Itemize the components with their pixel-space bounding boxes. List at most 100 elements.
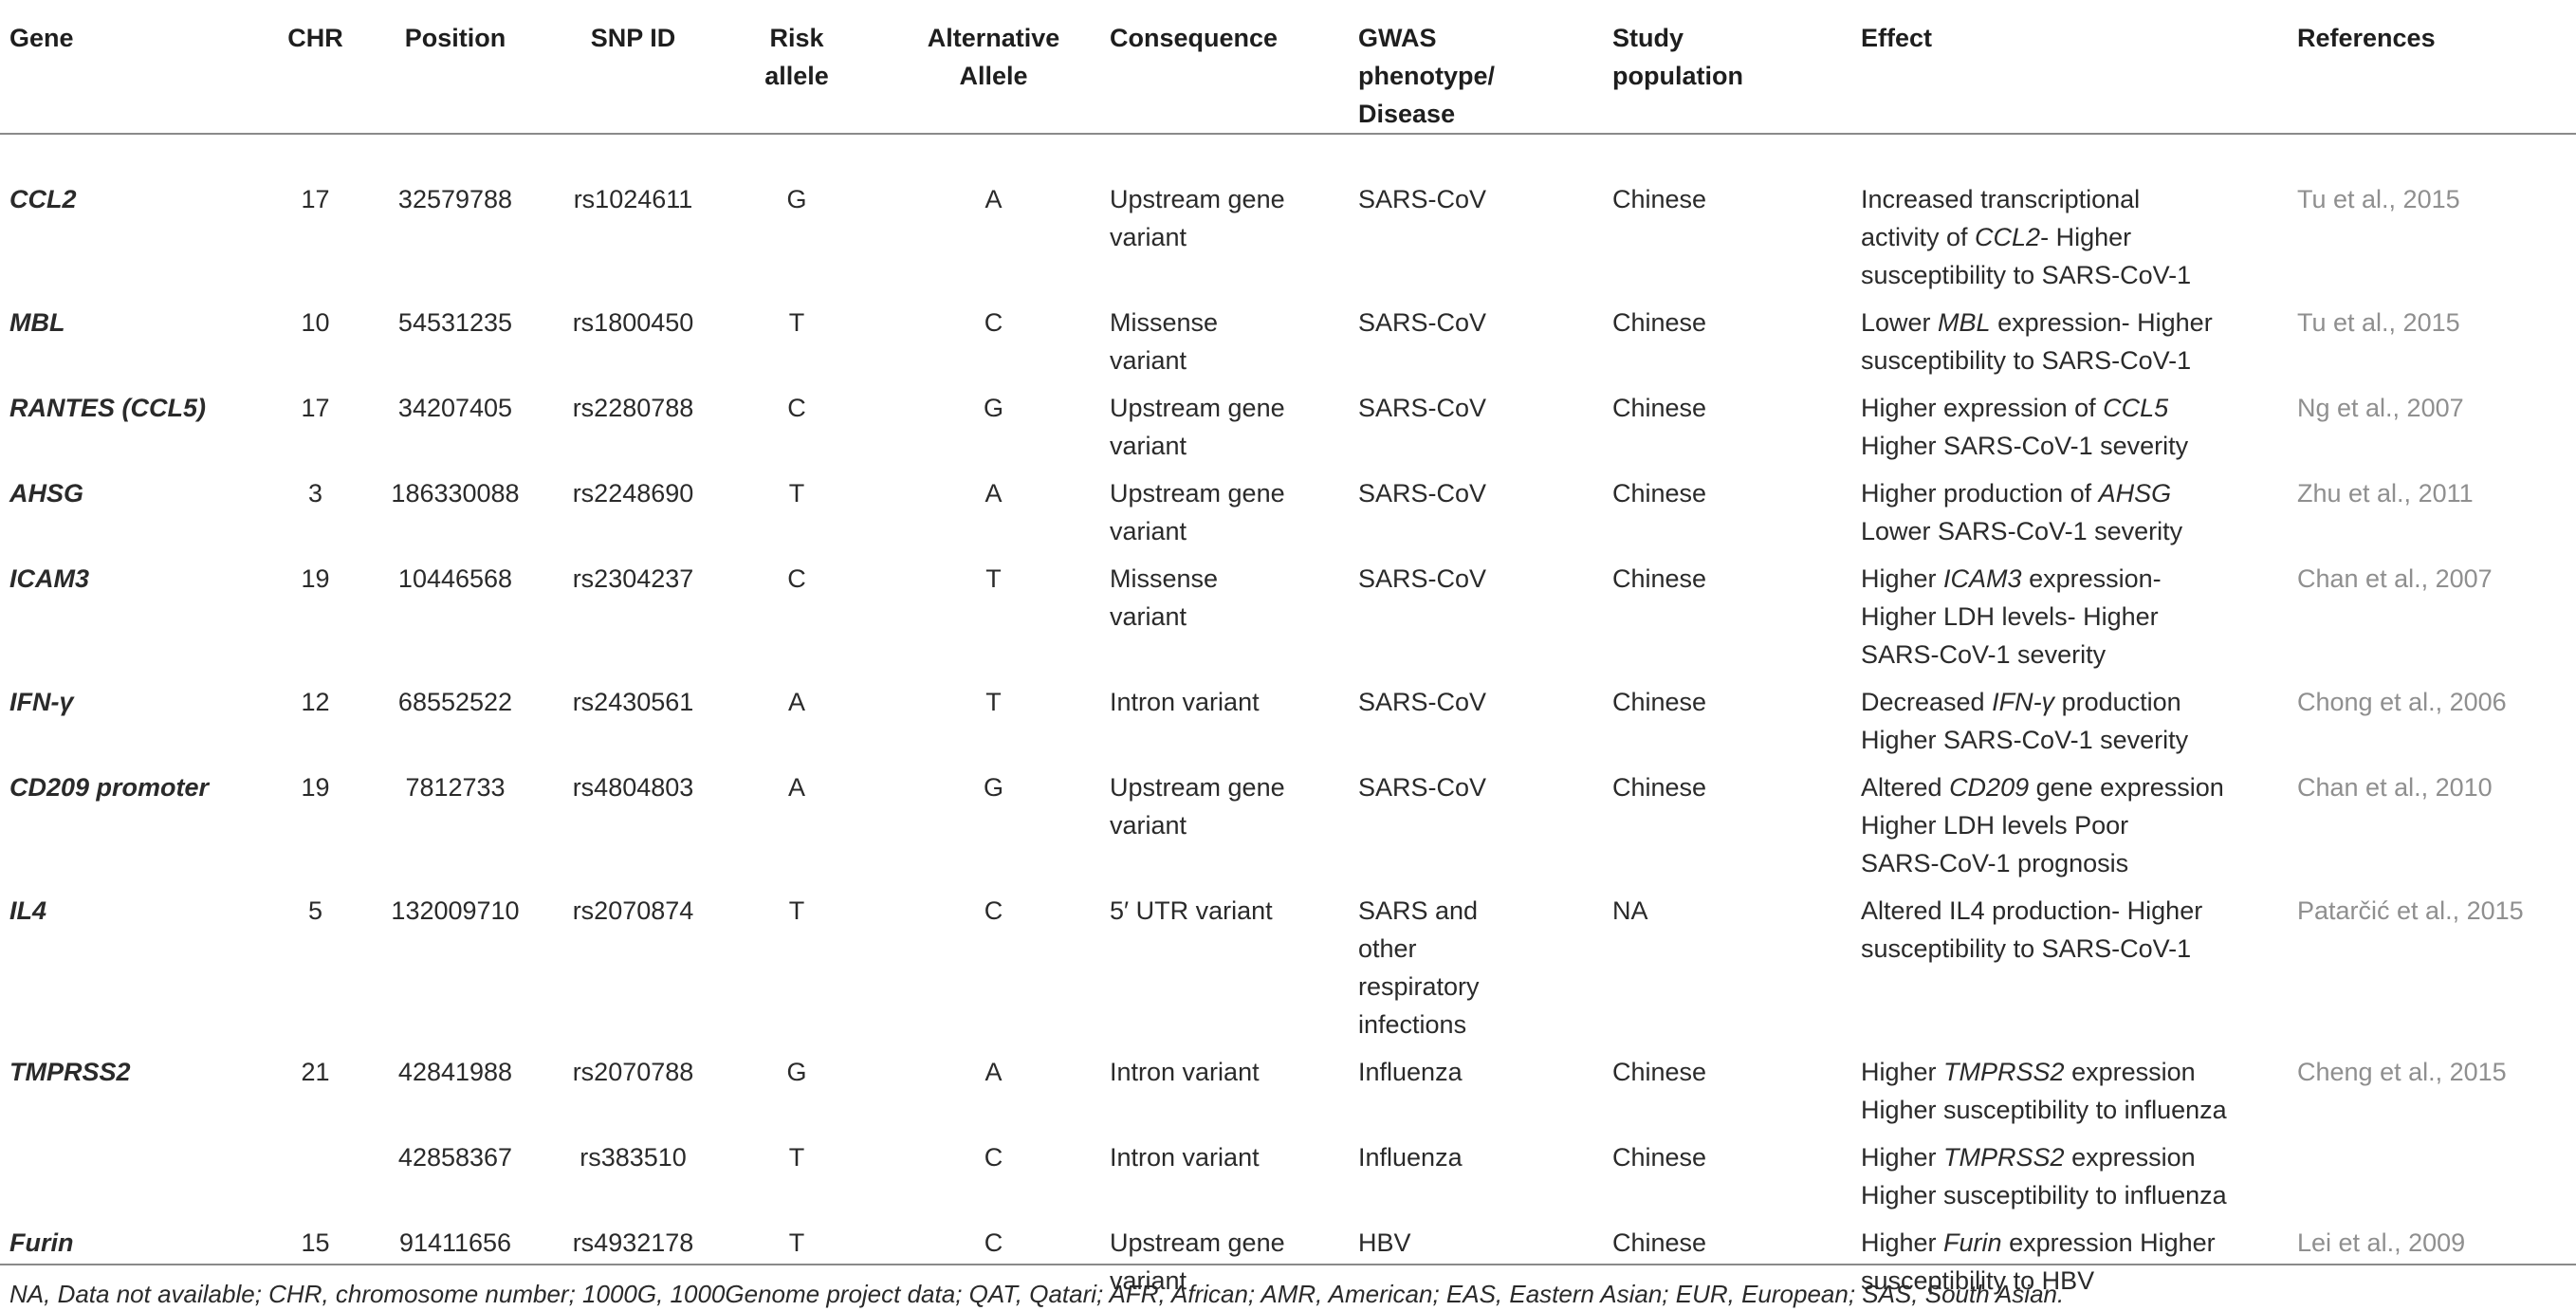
cell-effect-line: Higher TMPRSS2 expression xyxy=(1861,1143,2196,1172)
cell-consequence-line: Upstream gene xyxy=(1110,1228,1285,1257)
table-row: IFN-γ 12 68552522 rs2430561 A T Intron variant… xyxy=(0,674,2576,759)
cell-snp-id: rs383510 xyxy=(580,1143,687,1172)
cell-gwas-phenotype-line: SARS-CoV xyxy=(1358,394,1487,422)
cell-gwas-phenotype-line: SARS-CoV xyxy=(1358,308,1487,337)
cell-study-population: Chinese xyxy=(1612,773,1707,802)
cell-gwas-phenotype: SARS and other respiratory infections xyxy=(1358,882,1612,1043)
cell-effect-line: Higher SARS-CoV-1 severity xyxy=(1861,726,2189,754)
cell-consequence-line: variant xyxy=(1110,223,1187,251)
table-row: IL4 5 132009710 rs2070874 T C 5′ UTR variant SA… xyxy=(0,882,2576,1043)
cell-gwas-phenotype: Influenza xyxy=(1358,1043,1612,1129)
table-row: TMPRSS2 21 42841988 rs2070788 G A Intron varia… xyxy=(0,1043,2576,1129)
header-chr: CHR xyxy=(270,0,360,135)
cell-study-population: Chinese xyxy=(1612,564,1707,593)
cell-risk-allele: T xyxy=(788,479,805,508)
cell-alternative-allele: A xyxy=(984,1058,1003,1086)
cell-consequence: Upstream gene variant xyxy=(1110,1214,1358,1300)
cell-alternative-allele: C xyxy=(984,308,1003,337)
cell-reference: Chan et al., 2007 xyxy=(2297,564,2493,593)
cell-consequence-line: variant xyxy=(1110,517,1187,545)
cell-effect-line: susceptibility to SARS-CoV-1 xyxy=(1861,934,2192,963)
cell-reference: Ng et al., 2007 xyxy=(2297,394,2464,422)
cell-gwas-phenotype-line: respiratory xyxy=(1358,972,1480,1001)
cell-consequence: Upstream gene variant xyxy=(1110,465,1358,550)
cell-reference: Lei et al., 2009 xyxy=(2297,1228,2466,1257)
cell-chr: 15 xyxy=(301,1228,330,1257)
cell-consequence-line: Intron variant xyxy=(1110,688,1260,716)
cell-effect: Lower MBL expression- Higher susceptibili… xyxy=(1861,294,2297,379)
cell-consequence-line: Upstream gene xyxy=(1110,773,1285,802)
header-risk-allele: Risk allele xyxy=(716,0,877,135)
cell-position: 54531235 xyxy=(397,308,513,337)
cell-snp-id: rs2248690 xyxy=(572,479,694,508)
cell-gwas-phenotype-line: SARS-CoV xyxy=(1358,773,1487,802)
cell-effect-line: activity of CCL2- Higher xyxy=(1861,223,2132,251)
cell-consequence: Missense variant xyxy=(1110,550,1358,674)
cell-chr: 3 xyxy=(307,479,323,508)
cell-risk-allele: C xyxy=(787,394,806,422)
cell-consequence-line: Upstream gene xyxy=(1110,185,1285,213)
cell-gwas-phenotype-line: SARS-CoV xyxy=(1358,185,1487,213)
cell-effect-line: Decreased IFN-γ production xyxy=(1861,688,2181,716)
cell-consequence-line: variant xyxy=(1110,602,1187,631)
cell-alternative-allele: C xyxy=(984,1228,1003,1257)
cell-study-population: Chinese xyxy=(1612,394,1707,422)
cell-effect-line: Higher Furin expression Higher xyxy=(1861,1228,2216,1257)
cell-gwas-phenotype: SARS-CoV xyxy=(1358,759,1612,882)
header-row: Gene CHR Position SNP ID Risk allele Alte… xyxy=(0,0,2576,135)
cell-risk-allele: C xyxy=(787,564,806,593)
cell-consequence: Upstream gene variant xyxy=(1110,134,1358,294)
cell-gene: CD209 promoter xyxy=(9,773,210,802)
cell-risk-allele: T xyxy=(788,308,805,337)
cell-gene: IL4 xyxy=(9,896,47,925)
cell-alternative-allele: A xyxy=(984,185,1003,213)
cell-chr: 19 xyxy=(301,773,330,802)
cell-risk-allele: G xyxy=(786,1058,807,1086)
header-gwas-phenotype: GWAS phenotype/Disease xyxy=(1358,0,1612,135)
cell-snp-id: rs2070874 xyxy=(572,896,694,925)
cell-snp-id: rs2070788 xyxy=(572,1058,694,1086)
cell-consequence-line: Upstream gene xyxy=(1110,394,1285,422)
cell-effect: Higher production of AHSG Lower SARS-CoV-… xyxy=(1861,465,2297,550)
cell-gwas-phenotype-line: SARS-CoV xyxy=(1358,688,1487,716)
cell-effect: Increased transcriptional activity of CCL… xyxy=(1861,134,2297,294)
cell-consequence-line: Intron variant xyxy=(1110,1058,1260,1086)
cell-risk-allele: A xyxy=(787,773,805,802)
cell-snp-id: rs4932178 xyxy=(572,1228,694,1257)
cell-position: 91411656 xyxy=(398,1228,512,1257)
cell-consequence-line: variant xyxy=(1110,432,1187,460)
cell-risk-allele: A xyxy=(787,688,805,716)
cell-consequence-line: Upstream gene xyxy=(1110,479,1285,508)
cell-effect-line: susceptibility to SARS-CoV-1 xyxy=(1861,346,2192,375)
cell-chr: 17 xyxy=(301,394,330,422)
cell-effect-line: Higher susceptibility to influenza xyxy=(1861,1096,2227,1124)
table-body: CCL2 17 32579788 rs1024611 G A Upstream gene va… xyxy=(0,134,2576,1300)
cell-effect: Higher TMPRSS2 expression Higher suscepti… xyxy=(1861,1043,2297,1129)
cell-consequence: Upstream gene variant xyxy=(1110,379,1358,465)
cell-risk-allele: T xyxy=(788,896,805,925)
cell-chr: 12 xyxy=(301,688,330,716)
cell-gwas-phenotype: SARS-CoV xyxy=(1358,379,1612,465)
cell-risk-allele: T xyxy=(788,1228,805,1257)
cell-reference: Chan et al., 2010 xyxy=(2297,773,2493,802)
cell-alternative-allele: A xyxy=(984,479,1003,508)
cell-study-population: NA xyxy=(1612,896,1648,925)
table-row: ICAM3 19 10446568 rs2304237 C T Missense varian… xyxy=(0,550,2576,674)
cell-consequence-line: Missense xyxy=(1110,308,1219,337)
cell-effect-line: Higher ICAM3 expression- xyxy=(1861,564,2162,593)
cell-effect-line: susceptibility to HBV xyxy=(1861,1266,2095,1295)
cell-consequence-line: variant xyxy=(1110,811,1187,840)
cell-consequence: 5′ UTR variant xyxy=(1110,882,1358,1043)
cell-effect-line: SARS-CoV-1 severity xyxy=(1861,640,2107,669)
cell-chr: 21 xyxy=(301,1058,330,1086)
cell-effect-line: Altered CD209 gene expression xyxy=(1861,773,2224,802)
cell-consequence-line: Intron variant xyxy=(1110,1143,1260,1172)
cell-study-population: Chinese xyxy=(1612,1058,1707,1086)
cell-study-population: Chinese xyxy=(1612,308,1707,337)
cell-gwas-phenotype: SARS-CoV xyxy=(1358,550,1612,674)
cell-consequence: Intron variant xyxy=(1110,674,1358,759)
cell-chr: 10 xyxy=(301,308,330,337)
cell-position: 7812733 xyxy=(405,773,506,802)
cell-risk-allele: G xyxy=(786,185,807,213)
